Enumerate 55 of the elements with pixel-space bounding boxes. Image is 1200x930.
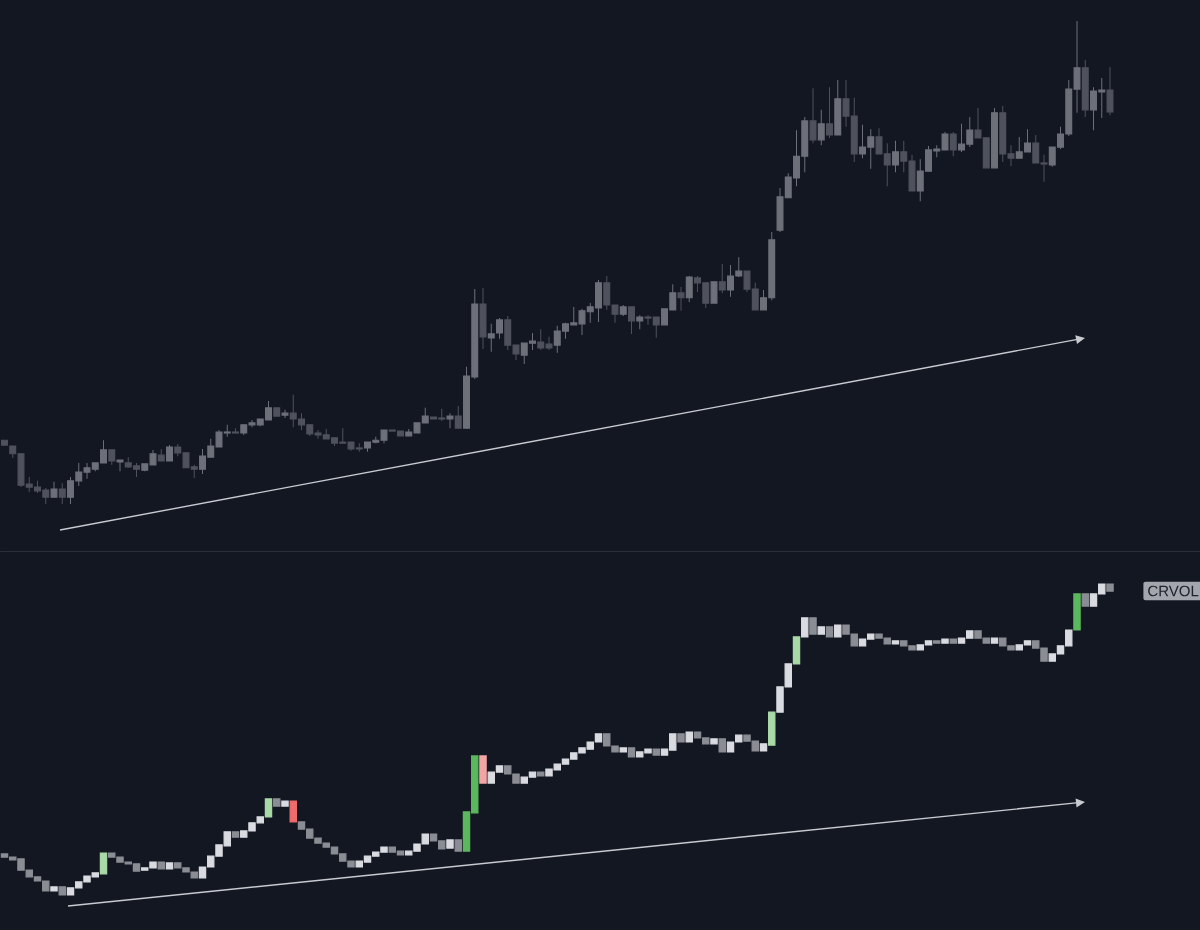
candlestick bbox=[58, 886, 66, 896]
candlestick bbox=[949, 131, 957, 157]
candlestick bbox=[685, 275, 693, 303]
candlestick bbox=[58, 482, 66, 505]
candlestick bbox=[537, 771, 545, 777]
candlestick bbox=[677, 733, 685, 743]
candlestick bbox=[619, 747, 627, 753]
candlestick bbox=[116, 459, 124, 472]
candlestick bbox=[801, 617, 809, 638]
candlestick bbox=[817, 626, 825, 635]
candlestick bbox=[446, 839, 454, 849]
candlestick bbox=[949, 638, 957, 644]
candlestick bbox=[289, 800, 297, 823]
candlestick bbox=[685, 731, 693, 743]
candlestick bbox=[264, 798, 273, 818]
candlestick bbox=[809, 87, 817, 144]
candlestick bbox=[157, 861, 165, 870]
candlestick bbox=[1073, 593, 1081, 631]
candlestick bbox=[273, 407, 281, 417]
candlestick bbox=[941, 638, 949, 644]
candlestick bbox=[718, 738, 726, 753]
candlestick bbox=[990, 637, 999, 644]
candlestick bbox=[834, 624, 842, 638]
candlestick bbox=[817, 109, 825, 146]
candlestick bbox=[454, 839, 462, 852]
candlestick bbox=[792, 636, 801, 665]
candlestick bbox=[710, 738, 718, 745]
candlestick bbox=[99, 852, 108, 875]
candlestick bbox=[454, 405, 462, 429]
candlestick bbox=[1106, 66, 1114, 116]
candlestick bbox=[273, 798, 281, 807]
candlestick bbox=[281, 409, 289, 419]
candlestick bbox=[1106, 583, 1114, 592]
candlestick bbox=[627, 747, 636, 758]
candlestick bbox=[165, 862, 174, 870]
candlestick bbox=[825, 626, 834, 638]
candlestick bbox=[809, 617, 817, 635]
candlestick bbox=[281, 800, 289, 807]
candlestick bbox=[677, 286, 685, 312]
candlestick bbox=[652, 748, 660, 756]
candlestick bbox=[891, 640, 900, 645]
candlestick bbox=[892, 140, 899, 173]
text: CRVOL bbox=[1148, 585, 1199, 597]
candlestick bbox=[759, 743, 768, 752]
candlestick bbox=[826, 86, 833, 139]
candlestick bbox=[446, 412, 454, 429]
candlestick bbox=[933, 640, 941, 644]
candlestick bbox=[628, 306, 635, 335]
candlestick bbox=[710, 281, 718, 304]
candlestick bbox=[479, 755, 487, 784]
candlestick bbox=[1081, 593, 1089, 607]
candlestick bbox=[50, 886, 58, 892]
candlestick bbox=[768, 711, 776, 746]
candlestick bbox=[718, 263, 726, 294]
candlestick bbox=[231, 831, 240, 838]
